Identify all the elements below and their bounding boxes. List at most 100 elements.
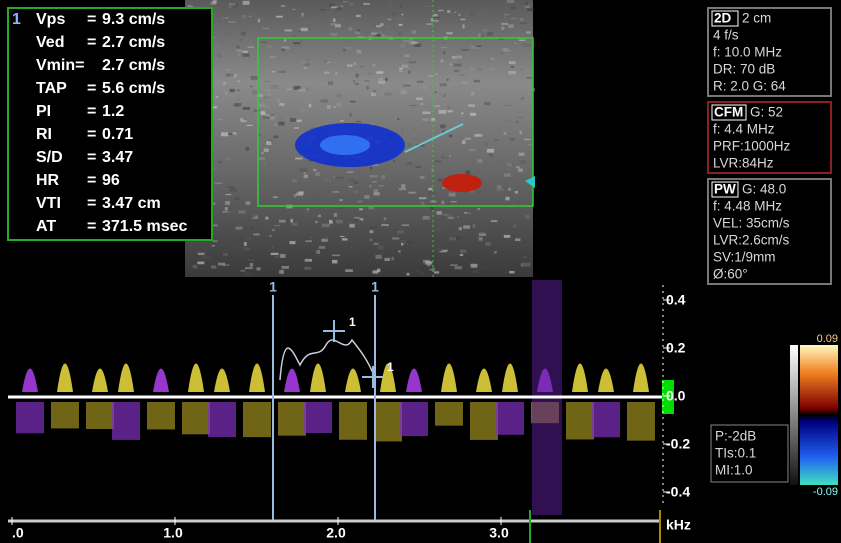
measure-eq: =	[87, 103, 96, 120]
speckle	[276, 16, 283, 18]
speckle	[451, 201, 457, 202]
speckle	[408, 71, 411, 74]
speckle	[478, 191, 481, 192]
speckle	[392, 237, 399, 239]
speckle	[480, 267, 486, 270]
speckle	[398, 39, 400, 41]
speckle	[271, 85, 279, 89]
speckle	[335, 177, 343, 179]
spectral-peak	[153, 369, 169, 393]
panel-line: f: 10.0 MHz	[713, 45, 782, 60]
measure-eq: =	[87, 149, 96, 166]
speckle	[515, 121, 518, 123]
speckle	[511, 163, 514, 166]
speckle	[333, 191, 340, 192]
speckle	[235, 247, 238, 249]
speckle	[347, 172, 354, 173]
speckle	[273, 196, 278, 198]
panel-head: G: 52	[750, 105, 783, 120]
speckle	[287, 89, 292, 90]
spectral-peak	[598, 369, 614, 393]
speckle	[421, 201, 425, 205]
speckle	[371, 33, 377, 35]
speckle	[263, 116, 270, 119]
speckle	[242, 120, 247, 122]
speckle	[377, 269, 380, 272]
speckle	[243, 53, 250, 56]
speckle	[198, 253, 205, 255]
speckle	[234, 99, 238, 101]
speckle	[354, 217, 359, 219]
speckle	[350, 213, 354, 216]
speckle	[336, 7, 342, 10]
speckle	[241, 32, 246, 36]
mode-label: PW	[714, 182, 736, 197]
speckle	[345, 269, 353, 272]
speckle	[302, 110, 305, 112]
panel-line: Ø:60°	[713, 267, 748, 282]
speckle	[320, 9, 326, 11]
speckle	[235, 227, 242, 230]
speckle	[282, 48, 285, 51]
speckle	[333, 176, 335, 178]
speckle	[434, 105, 440, 107]
speckle	[385, 78, 388, 81]
spectral-peak	[284, 369, 300, 393]
speckle	[261, 152, 263, 154]
scale-label: 0.0	[666, 388, 686, 404]
speckle	[479, 68, 482, 70]
speckle	[355, 83, 359, 84]
speckle	[213, 171, 220, 174]
speckle	[250, 86, 252, 88]
speckle	[302, 60, 307, 64]
speckle	[343, 49, 346, 51]
speckle	[271, 253, 279, 255]
speckle	[387, 26, 390, 27]
spectral-fill	[400, 402, 428, 436]
speckle	[249, 164, 251, 166]
speckle	[458, 14, 460, 16]
speckle	[263, 163, 266, 166]
speckle	[391, 257, 394, 261]
speckle	[314, 199, 319, 201]
speckle	[420, 103, 423, 105]
speckle	[310, 237, 313, 238]
speckle	[515, 238, 520, 241]
speckle	[321, 30, 323, 34]
speckle	[412, 31, 416, 34]
scale-label: -0.2	[666, 436, 690, 452]
speckle	[353, 190, 358, 193]
spectral-fill	[435, 402, 463, 426]
spectral-peak	[441, 364, 457, 393]
speckle	[401, 184, 405, 188]
speckle	[335, 72, 337, 76]
time-label: .0	[12, 525, 24, 541]
speckle	[470, 12, 473, 15]
speckle	[474, 80, 480, 83]
speckle	[318, 46, 320, 50]
spectral-fill	[627, 402, 655, 441]
speckle	[304, 68, 307, 69]
speckle	[322, 224, 330, 227]
speckle	[508, 188, 511, 191]
speckle	[448, 216, 453, 220]
speckle	[504, 17, 506, 20]
speckle	[403, 85, 411, 87]
speckle	[300, 39, 303, 41]
speckle	[511, 18, 518, 19]
speckle	[509, 271, 514, 273]
speckle	[278, 71, 285, 73]
speckle	[253, 234, 259, 236]
speckle	[356, 15, 361, 17]
speckle	[407, 143, 411, 147]
speckle	[425, 116, 429, 117]
speckle	[466, 53, 468, 56]
speckle	[374, 178, 376, 179]
speckle	[527, 8, 534, 11]
speckle	[441, 42, 444, 44]
speckle	[459, 227, 462, 230]
speckle	[520, 23, 527, 24]
panel-line: VEL: 35cm/s	[713, 216, 790, 231]
speckle	[497, 189, 504, 191]
speckle	[261, 42, 266, 43]
